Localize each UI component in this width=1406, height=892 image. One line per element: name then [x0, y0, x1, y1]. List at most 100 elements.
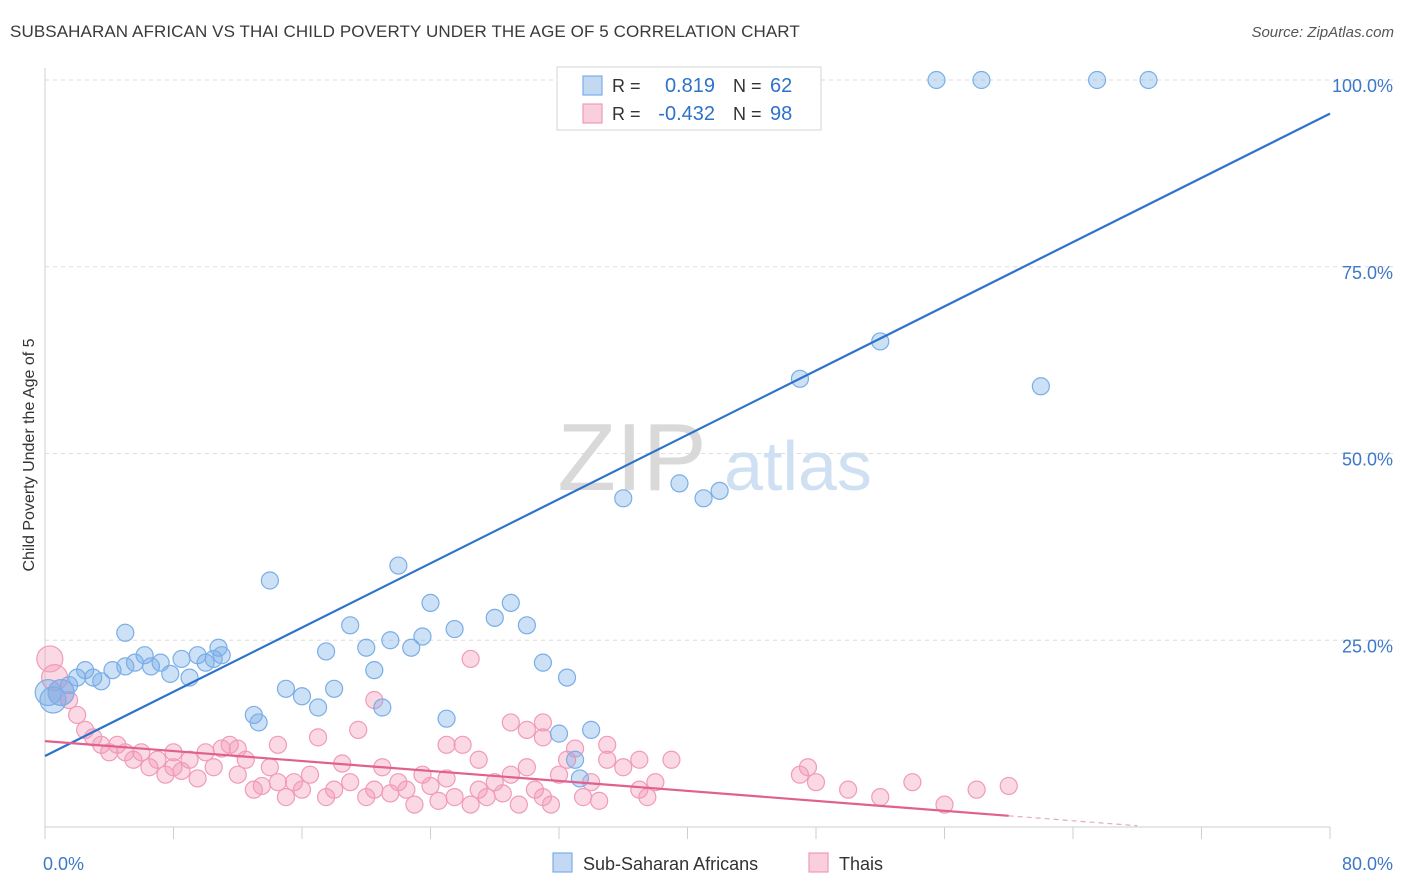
sub-saharan-point: [172, 649, 191, 669]
sub-saharan-point: [445, 619, 464, 639]
series-legend-label-pink: Thais: [839, 854, 883, 874]
y-axis-label: Child Poverty Under the Age of 5: [21, 338, 38, 571]
sub-saharan-point: [381, 631, 400, 650]
legend-r-value-pink: -0.432: [658, 103, 715, 125]
series-legend-label-blue: Sub-Saharan Africans: [583, 854, 758, 874]
legend-n-value-blue: 62: [770, 75, 792, 97]
thais-point: [533, 728, 553, 747]
y-tick-label: 75.0%: [1342, 263, 1393, 283]
thais-point: [477, 788, 496, 807]
thais-point: [148, 750, 167, 769]
sub-saharan-point: [533, 653, 553, 672]
sub-saharan-point: [373, 698, 392, 717]
tick-labels: 25.0% 50.0% 75.0% 100.0% 0.0% 80.0%: [43, 76, 1393, 874]
thais-point: [501, 765, 520, 784]
sub-saharan-point: [276, 679, 296, 698]
thais-point: [453, 735, 472, 754]
sub-saharan-point: [365, 661, 384, 680]
thais-point: [541, 795, 561, 814]
sub-saharan-point: [437, 709, 456, 728]
thais-point: [204, 758, 223, 777]
thais-point: [325, 780, 344, 799]
sub-saharan-point: [402, 638, 421, 657]
sub-saharan-point: [1031, 377, 1050, 396]
thais-point: [501, 713, 520, 732]
sub-saharan-point: [135, 646, 154, 665]
thais-point: [292, 780, 312, 799]
thais-point: [999, 776, 1018, 796]
thais-point: [461, 649, 480, 669]
thais-trend-extension: [1008, 815, 1138, 827]
thais-point: [493, 784, 512, 803]
sub-saharan-point: [582, 720, 601, 739]
thais-point: [798, 758, 818, 777]
sub-saharan-point: [549, 724, 569, 743]
thais-point: [509, 795, 528, 814]
thais-point: [365, 780, 384, 799]
series-legend: Sub-Saharan Africans Thais: [552, 852, 883, 874]
sub-saharan-point: [1087, 70, 1107, 90]
grid-lines: [45, 79, 1395, 641]
thais-point: [590, 791, 609, 810]
sub-saharan-point: [570, 769, 589, 788]
thais-point: [871, 788, 890, 807]
sub-saharan-point: [316, 642, 336, 661]
legend-swatch-pink: [582, 103, 603, 124]
thais-point: [935, 795, 954, 814]
sub-saharan-point: [116, 657, 135, 676]
thais-point: [300, 765, 320, 784]
thais-point: [421, 776, 440, 796]
watermark-zip: ZIP: [557, 404, 706, 511]
thais-point: [469, 750, 488, 769]
thais-point: [341, 773, 360, 792]
thais-point: [36, 645, 64, 673]
thais-point: [188, 769, 207, 788]
sub-saharan-point: [292, 687, 312, 706]
thais-point: [132, 743, 151, 762]
sub-saharan-point: [92, 672, 111, 691]
sub-saharan-point: [710, 481, 729, 500]
thais-point: [533, 713, 553, 732]
thais-point: [228, 765, 247, 784]
sub-saharan-point: [694, 489, 713, 508]
x-tick-label-min: 0.0%: [43, 854, 84, 874]
thais-point: [614, 758, 633, 777]
thais-point: [268, 773, 288, 792]
thais-point: [252, 776, 271, 796]
thais-point: [461, 795, 480, 814]
thais-point: [517, 720, 536, 739]
legend-n-value-pink: 98: [770, 103, 792, 125]
sub-saharan-point: [517, 616, 536, 635]
sub-saharan-point: [565, 750, 585, 769]
y-tick-label: 25.0%: [1342, 636, 1393, 656]
y-tick-label: 100.0%: [1332, 76, 1393, 96]
sub-saharan-point: [614, 489, 633, 508]
thais-point: [437, 769, 456, 788]
thais-point: [429, 791, 448, 810]
thais-point: [598, 750, 617, 769]
thais-point: [598, 735, 617, 754]
y-tick-label: 50.0%: [1342, 450, 1393, 470]
sub-saharan-point: [670, 474, 689, 493]
thais-point: [260, 758, 279, 777]
thais-point: [68, 705, 87, 725]
legend-swatch-blue: [582, 75, 603, 96]
sub-saharan-point: [249, 713, 268, 732]
thais-point: [638, 788, 657, 807]
sub-saharan-points: [34, 70, 1158, 788]
sub-saharan-point: [927, 70, 946, 90]
stats-legend: R = 0.819 N = 62 R = -0.432 N = 98: [556, 66, 822, 131]
sub-saharan-point: [413, 627, 432, 646]
x-tick-label-max: 80.0%: [1342, 854, 1393, 874]
sub-saharan-point: [1139, 70, 1158, 90]
thais-trend-line: [44, 739, 1009, 817]
legend-n-label-blue: N =: [733, 76, 762, 96]
axes: [44, 68, 1331, 839]
sub-saharan-point: [557, 668, 577, 687]
thais-point: [662, 750, 681, 769]
thais-point: [903, 773, 922, 792]
thais-point: [839, 780, 858, 799]
thais-point: [806, 773, 826, 792]
chart-title: SUBSAHARAN AFRICAN VS THAI CHILD POVERTY…: [10, 22, 800, 41]
